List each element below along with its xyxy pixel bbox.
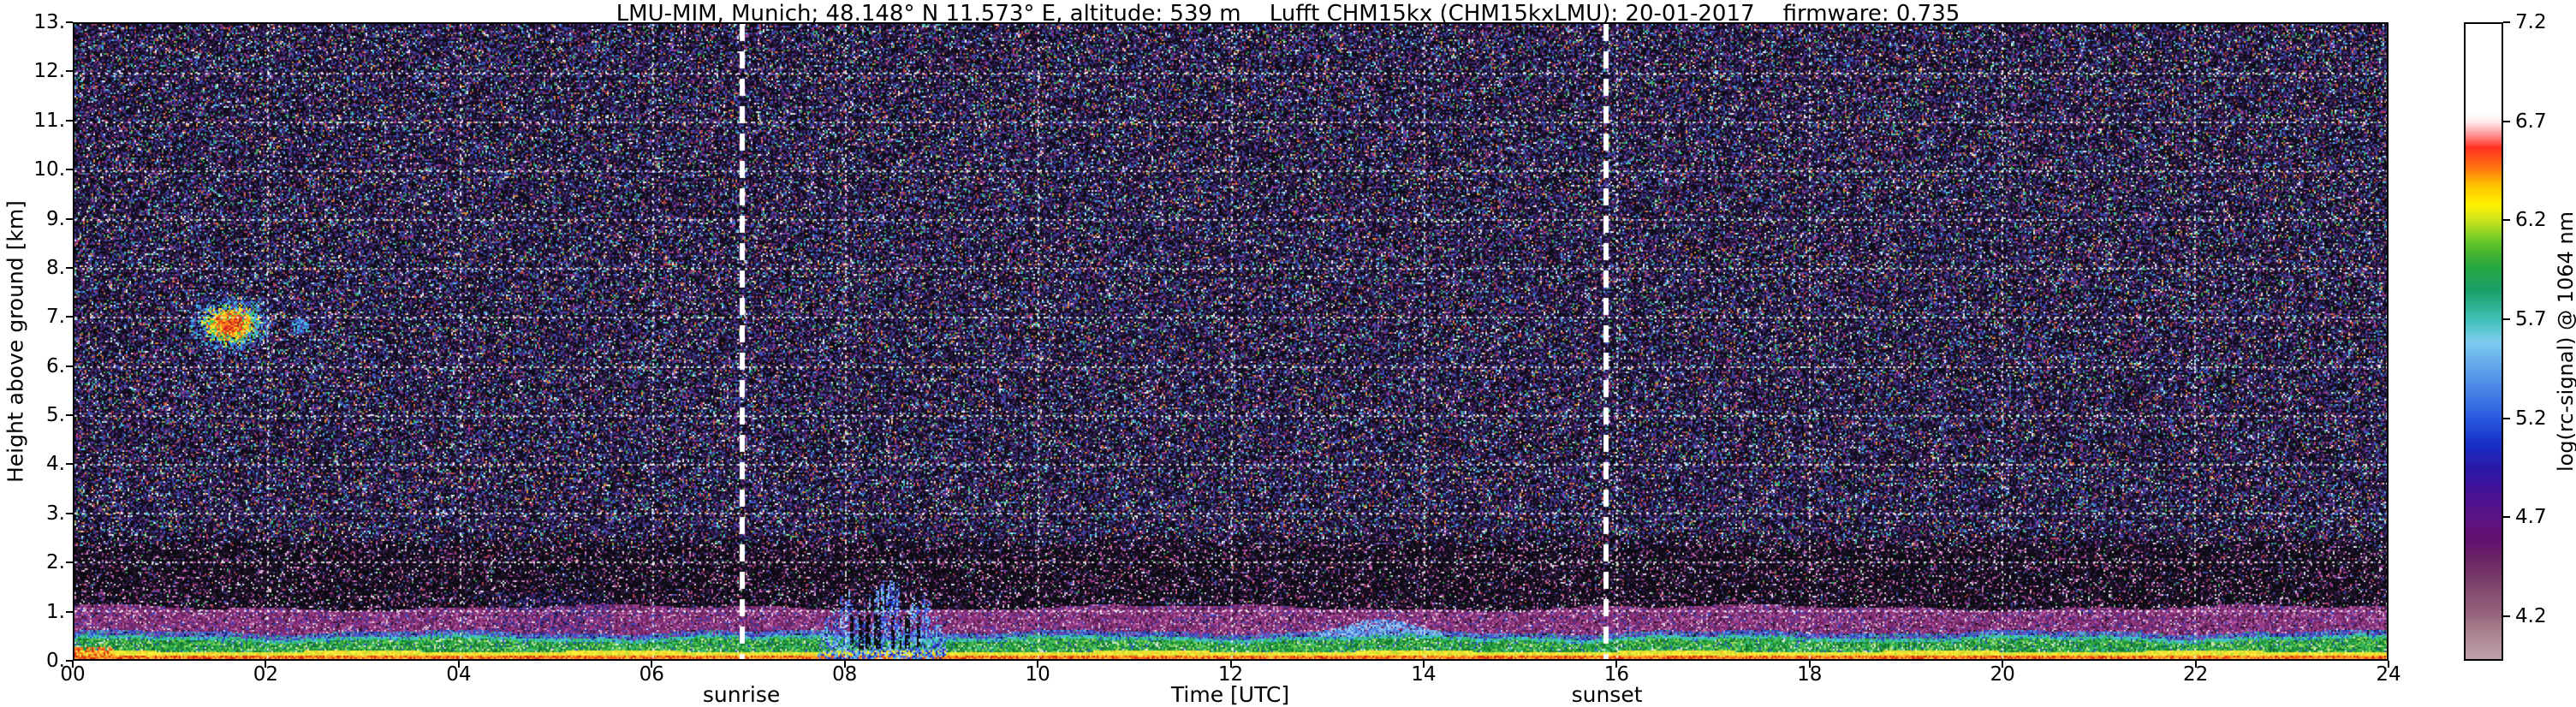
plot-area (73, 22, 2389, 661)
tick-mark (1037, 661, 1039, 668)
x-tick-label: 08 (832, 663, 858, 686)
tick-mark (66, 610, 73, 613)
colorbar-tick-label: 7.2 (2515, 11, 2547, 33)
colorbar-tick-label: 5.2 (2515, 407, 2547, 430)
x-tick-label: 16 (1603, 663, 1629, 686)
tick-mark (2194, 661, 2197, 668)
colorbar (2464, 22, 2503, 661)
y-axis-label: Height above ground [km] (3, 200, 28, 483)
colorbar-tick-label: 5.7 (2515, 307, 2547, 330)
y-tick-label: 7. (46, 306, 65, 329)
tick-mark (2503, 219, 2510, 222)
y-tick-label: 1. (46, 600, 65, 623)
x-tick-label: 04 (446, 663, 472, 686)
y-tick-label: 0. (46, 650, 65, 672)
tick-mark (2388, 661, 2389, 668)
tick-mark (66, 316, 73, 318)
tick-mark (66, 217, 73, 220)
sunset-annotation-label: sunset (1571, 682, 1643, 707)
tick-mark (1229, 661, 1232, 668)
tick-mark (66, 463, 73, 466)
y-tick-label: 11. (33, 109, 65, 132)
x-tick-label: 24 (2376, 663, 2401, 686)
tick-mark (66, 266, 73, 269)
x-tick-label: 20 (1990, 663, 2015, 686)
tick-mark (66, 70, 73, 73)
tick-mark (66, 561, 73, 564)
tick-mark (1615, 661, 1618, 668)
y-tick-label: 12. (33, 60, 65, 83)
x-axis-label: Time [UTC] (1170, 682, 1290, 707)
tick-mark (66, 119, 73, 122)
tick-mark (66, 169, 73, 171)
y-tick-label: 2. (46, 551, 65, 574)
y-tick-label: 8. (46, 256, 65, 279)
tick-mark (2503, 615, 2510, 617)
tick-mark (66, 414, 73, 417)
tick-mark (2002, 661, 2004, 668)
tick-mark (66, 512, 73, 514)
tick-mark (66, 21, 73, 23)
colorbar-tick-label: 6.7 (2515, 110, 2547, 133)
x-tick-label: 02 (253, 663, 279, 686)
y-tick-label: 10. (33, 158, 65, 181)
tick-mark (2503, 318, 2510, 320)
tick-mark (843, 661, 846, 668)
y-tick-label: 4. (46, 453, 65, 476)
tick-mark (1422, 661, 1425, 668)
tick-mark (651, 661, 653, 668)
tick-mark (2503, 21, 2510, 23)
colorbar-label: log(rc-signal) @ 1064 nm (2554, 211, 2576, 472)
y-tick-label: 5. (46, 404, 65, 427)
colorbar-tick-label: 6.2 (2515, 209, 2547, 232)
tick-mark (66, 660, 73, 662)
x-tick-label: 06 (639, 663, 664, 686)
x-tick-label: 12 (1217, 663, 1244, 686)
tick-mark (2503, 516, 2510, 519)
y-tick-label: 9. (46, 207, 65, 230)
y-tick-label: 13. (33, 11, 65, 33)
x-tick-label: 00 (60, 663, 86, 686)
tick-mark (265, 661, 267, 668)
heatmap-canvas (74, 24, 2387, 659)
tick-mark (1808, 661, 1811, 668)
x-tick-label: 18 (1797, 663, 1823, 686)
y-tick-label: 6. (46, 354, 65, 377)
x-tick-label: 10 (1025, 663, 1050, 686)
x-tick-label: 22 (2182, 663, 2209, 686)
tick-mark (66, 365, 73, 367)
x-tick-label: 14 (1411, 663, 1437, 686)
tick-mark (457, 661, 460, 668)
y-tick-label: 3. (46, 502, 65, 525)
colorbar-tick-label: 4.7 (2515, 506, 2547, 529)
colorbar-tick-label: 4.2 (2515, 604, 2547, 627)
tick-mark (2503, 120, 2510, 122)
sunrise-annotation-label: sunrise (702, 682, 781, 707)
tick-mark (72, 661, 74, 668)
tick-mark (2503, 417, 2510, 419)
